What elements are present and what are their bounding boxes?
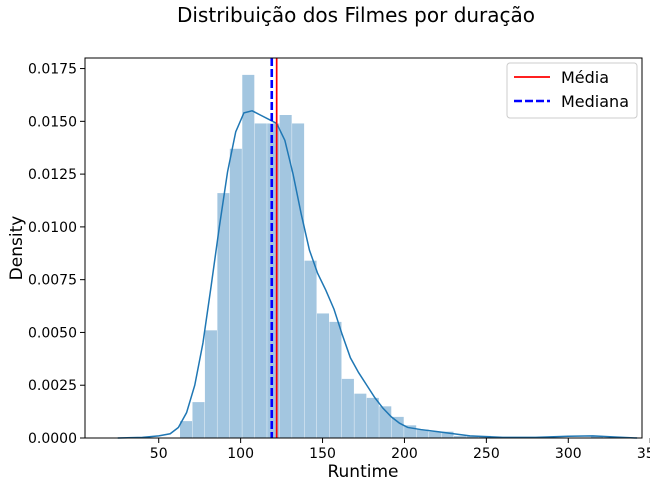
x-tick-label: 50 <box>150 446 168 462</box>
y-tick-label: 0.0175 <box>28 62 77 78</box>
histogram-bar-23 <box>466 435 479 438</box>
histogram-bar-12 <box>329 321 342 438</box>
histogram-bar-8 <box>279 115 292 438</box>
kde-curve <box>117 109 638 439</box>
histogram-bar-5 <box>242 74 255 438</box>
x-axis-ticks: 50 100 150 200 250 300 350 <box>150 438 650 462</box>
y-tick-label: 0.0125 <box>28 167 77 183</box>
histogram-bar-10 <box>304 260 317 438</box>
x-tick-label: 250 <box>473 446 500 462</box>
y-tick-label: 0.0150 <box>28 114 77 130</box>
histogram-bar-2 <box>204 330 217 438</box>
legend-label-median: Mediana <box>561 92 629 111</box>
x-axis-label: Runtime <box>327 462 398 482</box>
x-tick-label: 150 <box>309 446 336 462</box>
histogram-bar-0 <box>180 421 193 438</box>
histogram-bar-19 <box>416 429 429 438</box>
histogram-bar-21 <box>441 431 454 438</box>
y-tick-label: 0.0050 <box>28 325 77 341</box>
y-tick-label: 0.0075 <box>28 273 77 289</box>
histogram-bar-1 <box>192 402 205 438</box>
x-tick-label: 300 <box>555 446 582 462</box>
histogram-bar-25 <box>590 435 603 438</box>
reference-lines <box>270 58 278 438</box>
histogram-bar-9 <box>292 123 305 438</box>
chart-title: Distribuição dos Filmes por duração <box>177 3 535 27</box>
x-tick-label: 200 <box>391 446 418 462</box>
histogram-bar-14 <box>354 393 367 438</box>
histogram-bar-15 <box>366 397 379 438</box>
legend-label-mean: Média <box>561 68 609 87</box>
y-tick-label: 0.0100 <box>28 220 77 236</box>
histogram-bars <box>180 74 603 438</box>
y-tick-label: 0.0000 <box>28 431 77 447</box>
x-tick-label: 100 <box>227 446 254 462</box>
histogram-bar-22 <box>453 435 466 438</box>
plot-area <box>84 57 643 439</box>
y-tick-label: 0.0025 <box>28 378 77 394</box>
legend: Média Mediana <box>506 62 638 119</box>
histogram-bar-4 <box>229 148 242 438</box>
histogram-bar-20 <box>429 431 442 438</box>
histogram-bar-13 <box>341 378 354 438</box>
x-tick-label: 350 <box>637 446 650 462</box>
histogram-bar-17 <box>391 416 404 438</box>
y-axis-label: Density <box>7 216 27 281</box>
plot-frame <box>84 57 643 439</box>
histogram-bar-11 <box>316 313 330 438</box>
histogram-bar-6 <box>254 123 267 438</box>
histogram-bar-3 <box>217 193 230 438</box>
y-axis-ticks: 0.0000 0.0025 0.0050 0.0075 0.0100 0.0125 0.01… <box>28 62 85 447</box>
